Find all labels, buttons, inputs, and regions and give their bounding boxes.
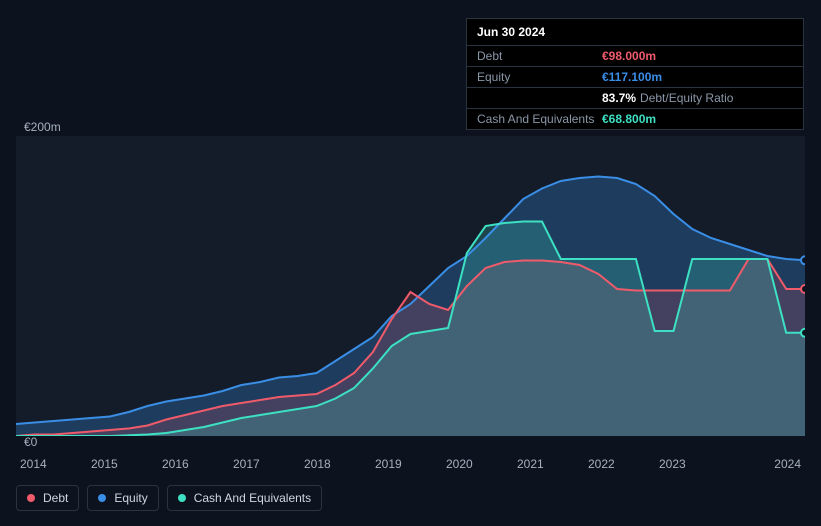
chart-container: €200m €0 2014201520162017201820192020202… [16, 120, 805, 511]
legend: Debt Equity Cash And Equivalents [16, 485, 805, 511]
x-tick: 2017 [233, 457, 304, 471]
tooltip-label-equity: Equity [477, 70, 602, 84]
tooltip-label-ratio [477, 91, 602, 105]
x-tick: 2014 [20, 457, 91, 471]
legend-label-cash: Cash And Equivalents [194, 491, 311, 505]
legend-item-equity[interactable]: Equity [87, 485, 158, 511]
x-axis: 2014201520162017201820192020202120222023… [16, 457, 805, 471]
x-tick: 2018 [304, 457, 375, 471]
x-tick: 2024 [730, 457, 801, 471]
tooltip-date: Jun 30 2024 [467, 19, 803, 46]
x-tick: 2021 [517, 457, 588, 471]
ratio-suffix: Debt/Equity Ratio [640, 91, 733, 105]
hover-tooltip: Jun 30 2024 Debt €98.000m Equity €117.10… [466, 18, 804, 130]
legend-item-cash[interactable]: Cash And Equivalents [167, 485, 322, 511]
x-tick: 2022 [588, 457, 659, 471]
tooltip-value-cash: €68.800m [602, 112, 656, 126]
tooltip-row-ratio: 83.7% Debt/Equity Ratio [467, 88, 803, 109]
tooltip-value-equity: €117.100m [602, 70, 662, 84]
tooltip-row-debt: Debt €98.000m [467, 46, 803, 67]
circle-icon [98, 494, 106, 502]
legend-label-debt: Debt [43, 491, 68, 505]
ratio-percent: 83.7% [602, 91, 636, 105]
tooltip-row-equity: Equity €117.100m [467, 67, 803, 88]
tooltip-row-cash: Cash And Equivalents €68.800m [467, 109, 803, 129]
legend-label-equity: Equity [114, 491, 147, 505]
tooltip-label-debt: Debt [477, 49, 602, 63]
chart-plot-area[interactable] [16, 136, 805, 436]
tooltip-value-debt: €98.000m [602, 49, 656, 63]
tooltip-value-ratio: 83.7% Debt/Equity Ratio [602, 91, 733, 105]
legend-item-debt[interactable]: Debt [16, 485, 79, 511]
circle-icon [27, 494, 35, 502]
x-tick: 2016 [162, 457, 233, 471]
x-tick: 2020 [446, 457, 517, 471]
x-tick: 2023 [659, 457, 730, 471]
chart-svg [16, 136, 805, 436]
circle-icon [178, 494, 186, 502]
tooltip-label-cash: Cash And Equivalents [477, 112, 602, 126]
x-tick: 2019 [375, 457, 446, 471]
y-axis-bottom-label: €0 [24, 435, 805, 449]
x-tick: 2015 [91, 457, 162, 471]
